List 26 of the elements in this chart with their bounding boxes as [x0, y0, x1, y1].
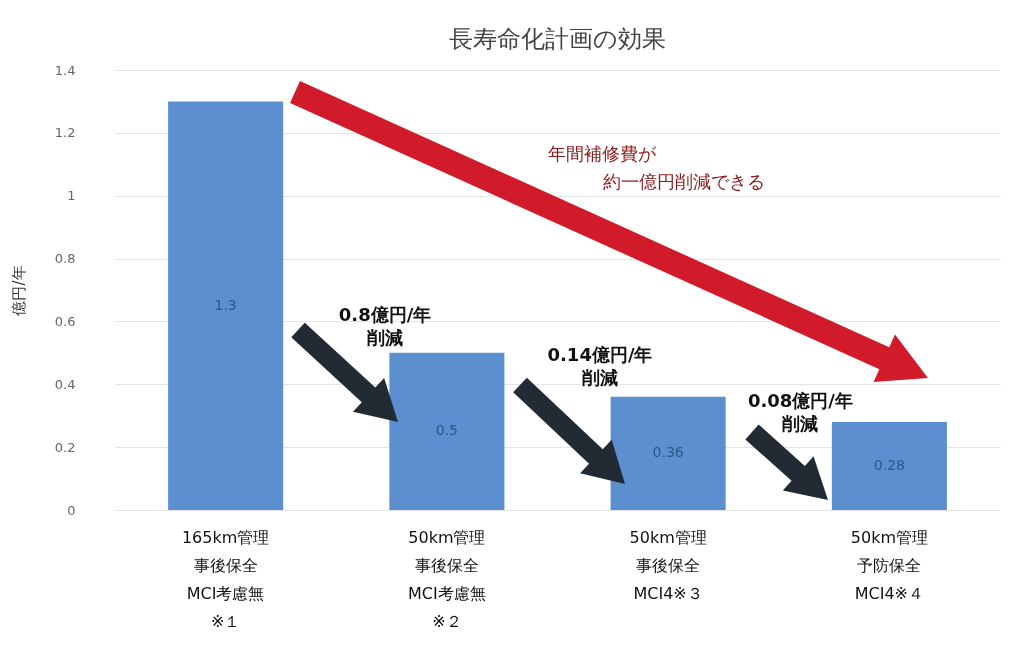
- y-axis-title: 億円/年: [9, 265, 28, 316]
- annotation: 約一億円削減できる: [603, 170, 765, 194]
- bar: [389, 352, 505, 510]
- y-tick-label: 0: [67, 502, 76, 518]
- data-label: 0.36: [652, 444, 684, 461]
- annotation: 0.14億円/年削減: [546, 343, 654, 390]
- y-tick-label: 1.2: [54, 125, 76, 141]
- y-tick-label: 0.2: [54, 439, 76, 455]
- x-tick-label: 50km管理事後保全MCI考慮無※２: [407, 527, 487, 633]
- y-tick-label: 0.6: [54, 313, 76, 329]
- x-tick-label: 50km管理事後保全MCI4※３: [628, 527, 708, 605]
- y-tick-label: 0.8: [54, 251, 76, 267]
- annotation: 0.08億円/年削減: [746, 389, 854, 436]
- annotation: 年間補修費が: [548, 142, 656, 166]
- x-tick-label: 165km管理事後保全MCI考慮無※１: [180, 527, 271, 633]
- annotation: 0.8億円/年削減: [337, 303, 433, 350]
- chart-title: 長寿命化計画の効果: [449, 25, 666, 53]
- data-label: 0.28: [873, 457, 905, 473]
- data-label: 0.5: [435, 422, 459, 439]
- bar: [168, 101, 284, 510]
- y-tick-label: 1: [67, 188, 76, 204]
- x-tick-label: 50km管理予防保全MCI4※４: [849, 527, 929, 605]
- data-label: 1.3: [214, 296, 237, 313]
- y-tick-label: 0.4: [54, 376, 76, 392]
- bar: [831, 422, 947, 510]
- y-tick-label: 1.4: [54, 62, 76, 78]
